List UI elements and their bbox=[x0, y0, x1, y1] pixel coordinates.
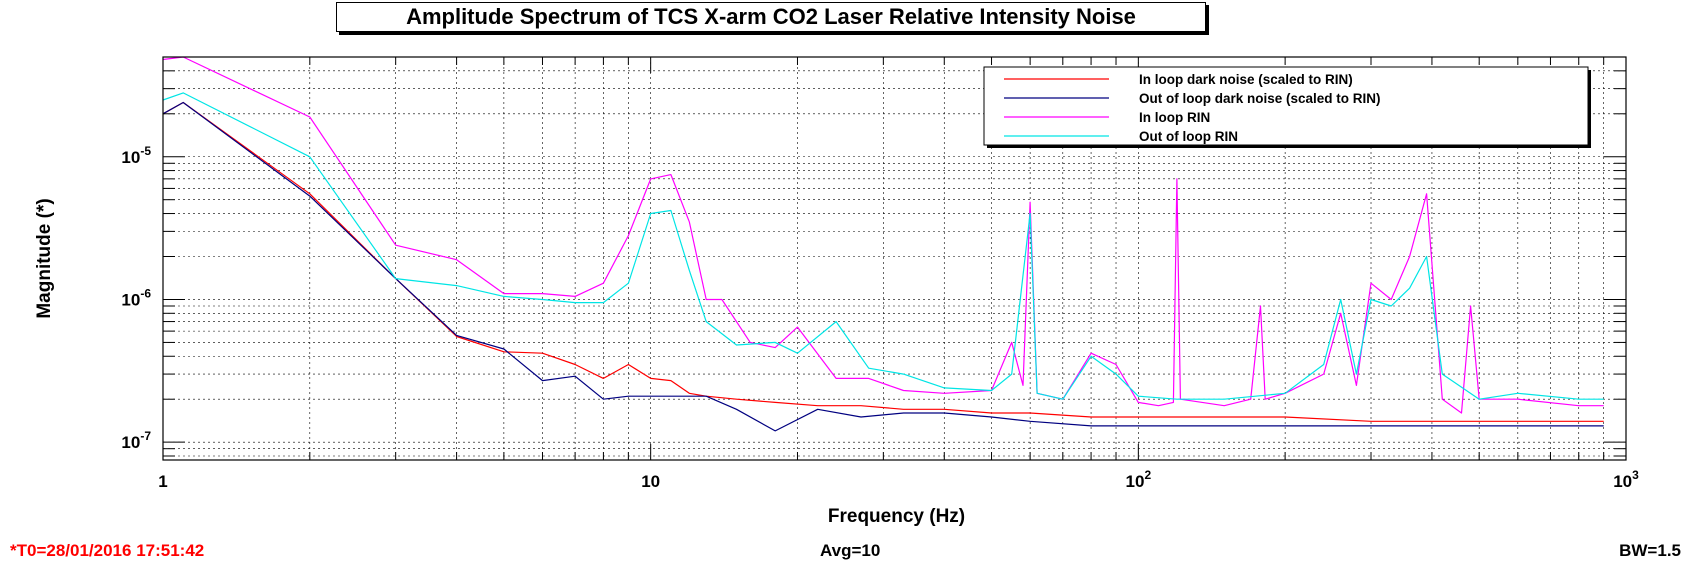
x-tick-label: 10 bbox=[641, 472, 660, 491]
x-tick-label: 102 bbox=[1126, 468, 1152, 491]
series-lines bbox=[162, 56, 1604, 432]
series-line-2 bbox=[162, 101, 1604, 432]
y-tick-label: 10-7 bbox=[121, 429, 151, 452]
plot-frame bbox=[162, 56, 1627, 461]
x-tick-label: 103 bbox=[1613, 468, 1639, 491]
footer-timestamp: *T0=28/01/2016 17:51:42 bbox=[10, 541, 205, 560]
series-line-4 bbox=[162, 92, 1604, 400]
x-tick-label: 1 bbox=[158, 472, 167, 491]
footer-bandwidth: BW=1.5 bbox=[1619, 541, 1681, 560]
chart-title: Amplitude Spectrum of TCS X-arm CO2 Lase… bbox=[336, 2, 1206, 32]
legend-entry-2: Out of loop dark noise (scaled to RIN) bbox=[1139, 91, 1381, 106]
y-tick-label: 10-6 bbox=[121, 286, 151, 309]
series-line-1 bbox=[162, 101, 1604, 422]
axis-ticks bbox=[163, 57, 1626, 460]
legend-entry-4: Out of loop RIN bbox=[1139, 129, 1238, 144]
legend-box bbox=[983, 66, 1589, 146]
legend-entry-3: In loop RIN bbox=[1139, 110, 1210, 125]
footer-averages: Avg=10 bbox=[820, 541, 881, 560]
y-axis-label: Magnitude (*) bbox=[34, 198, 55, 318]
legend: In loop dark noise (scaled to RIN) Out of… bbox=[983, 66, 1591, 148]
legend-entry-1: In loop dark noise (scaled to RIN) bbox=[1139, 72, 1353, 87]
y-tick-label: 10-5 bbox=[121, 144, 151, 167]
grid-lines bbox=[163, 57, 1626, 460]
x-axis-label: Frequency (Hz) bbox=[828, 506, 965, 527]
tick-labels: 1 10 102 103 10-7 10-6 10-5 bbox=[121, 144, 1639, 491]
